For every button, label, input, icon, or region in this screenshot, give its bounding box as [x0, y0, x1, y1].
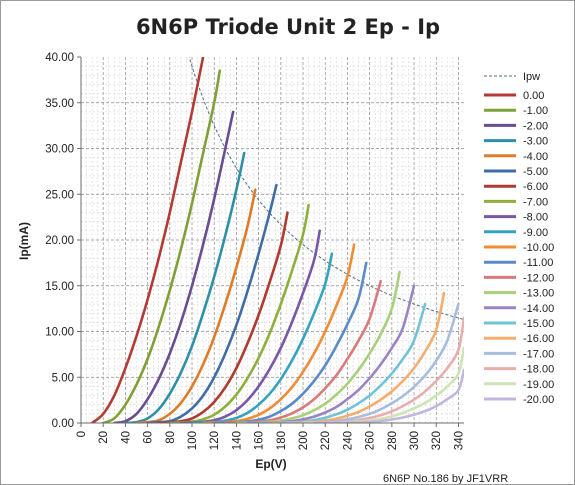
- series-line-vg-neg1-00: [101, 69, 222, 423]
- y-tick-label: 20.00: [45, 235, 74, 247]
- grid: [81, 57, 464, 423]
- chart-title: 6N6P Triode Unit 2 Ep - Ip: [136, 15, 440, 39]
- x-tick-label: 260: [365, 431, 377, 450]
- legend-label: -1.00: [523, 105, 548, 117]
- x-tick-label: 280: [387, 431, 399, 450]
- x-tick-labels: 0 20 40 60 80 100 120 140 160 180 200 220 240 260 280 3…: [76, 423, 465, 450]
- y-tick-label: 25.00: [45, 189, 74, 201]
- legend-label: -19.00: [523, 379, 554, 391]
- y-tick-label: 35.00: [45, 98, 74, 110]
- legend-label: -7.00: [523, 196, 548, 208]
- legend-label: -11.00: [523, 257, 553, 269]
- legend-label: -18.00: [523, 364, 554, 376]
- legend-label: -4.00: [523, 151, 548, 163]
- y-tick-label: 0.00: [52, 418, 74, 430]
- x-tick-label: 340: [453, 431, 465, 450]
- x-tick-label: 320: [431, 431, 443, 450]
- x-tick-label: 40: [120, 431, 132, 444]
- x-axis-label: Ep(V): [255, 457, 286, 471]
- legend-label: -2.00: [523, 120, 548, 132]
- legend: Ipw 0.00 -1.00 -2.00 -3.00 -4.00 -5.00 -6.00 -7.…: [484, 71, 554, 406]
- legend-label: -9.00: [523, 227, 548, 239]
- y-tick-label: 30.00: [45, 144, 74, 156]
- x-tick-label: 20: [98, 431, 110, 444]
- y-tick-labels: 0.00 5.00 10.00 15.00 20.00 25.00 30.00 35.00 40…: [45, 52, 81, 430]
- legend-label: -12.00: [523, 272, 554, 284]
- series-line-vg-neg3-00: [124, 151, 246, 423]
- legend-label: -14.00: [523, 303, 554, 315]
- legend-label-ipw: Ipw: [523, 71, 540, 83]
- x-tick-label: 120: [209, 431, 221, 450]
- series-line-vg-0-00: [90, 57, 205, 423]
- y-tick-label: 10.00: [45, 327, 74, 339]
- legend-label: -16.00: [523, 333, 554, 345]
- series-line-vg-neg4-00: [135, 188, 257, 423]
- legend-label: -8.00: [523, 212, 548, 224]
- legend-label: -20.00: [523, 394, 554, 406]
- x-tick-label: 160: [254, 431, 266, 450]
- y-axis-label: Ip(mA): [17, 222, 31, 260]
- x-tick-label: 180: [276, 431, 288, 450]
- credit-text: 6N6P No.186 by JF1VRR: [383, 473, 508, 484]
- y-tick-label: 5.00: [52, 372, 74, 384]
- y-tick-label: 40.00: [45, 52, 74, 64]
- series-line-vg-neg2-00: [113, 110, 235, 423]
- legend-label: -6.00: [523, 181, 548, 193]
- x-tick-label: 0: [76, 431, 88, 437]
- x-tick-label: 220: [320, 431, 332, 450]
- legend-label: -5.00: [523, 166, 548, 178]
- legend-label: -10.00: [523, 242, 554, 254]
- legend-label: -17.00: [523, 348, 554, 360]
- x-tick-label: 100: [187, 431, 199, 450]
- x-tick-label: 60: [143, 431, 155, 444]
- x-tick-label: 300: [409, 431, 421, 450]
- x-tick-label: 200: [298, 431, 310, 450]
- legend-label: -15.00: [523, 318, 554, 330]
- plot-area: [80, 57, 464, 424]
- legend-label: -13.00: [523, 288, 554, 300]
- x-tick-label: 140: [231, 431, 243, 450]
- y-tick-label: 15.00: [45, 281, 74, 293]
- x-tick-label: 240: [342, 431, 354, 450]
- legend-label: -3.00: [523, 136, 548, 148]
- x-tick-label: 80: [165, 431, 177, 444]
- legend-label: 0.00: [523, 90, 544, 102]
